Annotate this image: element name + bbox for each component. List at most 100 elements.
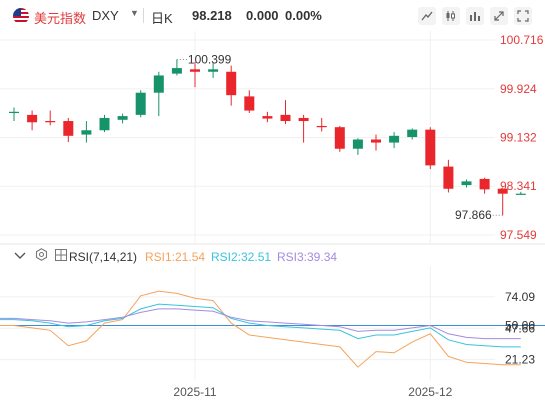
collapse-icon <box>494 11 504 21</box>
us-flag-icon <box>13 8 29 24</box>
candle <box>443 159 454 193</box>
symbol-dropdown-icon[interactable]: ▼ <box>130 8 139 18</box>
price-tick-label: 99.924 <box>500 82 537 96</box>
price-axis: 100.716 99.924 99.132 98.341 97.549 <box>500 33 544 242</box>
candle <box>171 59 182 76</box>
period-selector[interactable]: 日K <box>151 11 173 26</box>
candle <box>99 114 110 133</box>
candle-body <box>515 193 526 195</box>
candle <box>117 113 128 124</box>
candle <box>27 110 38 131</box>
candle <box>45 110 56 126</box>
candle <box>153 71 164 117</box>
time-axis: 2025-11 2025-12 <box>173 385 452 399</box>
candle-body <box>27 114 38 123</box>
candle-body <box>497 188 508 194</box>
rsi-lines <box>0 290 521 368</box>
indicator-settings-button[interactable] <box>466 7 484 25</box>
time-label: 2025-11 <box>173 385 216 399</box>
rsi2-line <box>0 303 521 348</box>
price-tick-label: 100.716 <box>500 33 544 47</box>
instrument-symbol[interactable]: DXY <box>92 8 119 23</box>
candle <box>190 61 200 88</box>
candle <box>425 127 436 170</box>
candle-body <box>389 135 400 143</box>
candles-icon <box>446 11 455 21</box>
candle <box>226 65 237 106</box>
candle <box>352 138 363 155</box>
draw-line-button[interactable] <box>418 7 436 25</box>
candle-body <box>262 116 273 119</box>
rsi3-value: RSI3:39.34 <box>277 250 338 264</box>
price-grid <box>0 31 495 243</box>
minimize-button[interactable] <box>490 7 508 25</box>
rsi-tick-label: 50.00 <box>505 319 535 333</box>
candle-body <box>443 166 454 189</box>
candle-body <box>371 139 381 143</box>
time-label: 2025-12 <box>408 385 452 399</box>
candle <box>280 100 291 125</box>
candle-body <box>298 117 309 122</box>
candle <box>389 132 400 149</box>
indicator-grid-icon[interactable] <box>55 249 67 264</box>
candle <box>497 187 508 216</box>
candle <box>316 117 327 132</box>
price-change-percent: 0.00% <box>285 8 322 23</box>
candle-body <box>244 96 255 111</box>
trend-line-icon <box>421 11 433 21</box>
candle <box>407 128 418 140</box>
indicator-settings-icon[interactable] <box>35 248 48 264</box>
bars-icon <box>470 12 480 21</box>
rsi-grid <box>0 266 545 380</box>
candle-body <box>316 125 327 128</box>
rsi-tick-label: 21.23 <box>505 353 535 367</box>
candle-body <box>280 114 291 122</box>
candle-body <box>208 69 219 72</box>
candle-body <box>190 69 200 72</box>
candle-body <box>352 139 363 149</box>
chart-type-button[interactable] <box>442 7 460 25</box>
candle <box>135 90 146 118</box>
candle-body <box>479 178 490 190</box>
expand-icon <box>517 10 529 22</box>
candle <box>334 125 345 152</box>
candle-body <box>334 127 345 149</box>
price-tick-label: 98.341 <box>500 179 537 193</box>
candle <box>244 90 255 114</box>
low-annotation: 97.866 <box>455 208 492 222</box>
candle-body <box>171 68 182 74</box>
candle <box>298 114 309 143</box>
candle-body <box>153 75 164 93</box>
rsi3-line <box>0 308 521 340</box>
candle <box>63 117 74 142</box>
candle <box>208 63 219 78</box>
rsi-tick-label: 74.09 <box>505 290 535 304</box>
candle-body <box>425 129 436 166</box>
candle <box>9 107 19 122</box>
price-change: 0.000 <box>246 8 279 23</box>
candle-body <box>9 111 19 114</box>
candle <box>479 177 490 194</box>
last-price: 98.218 <box>192 8 232 23</box>
candle <box>81 121 92 143</box>
indicator-label[interactable]: RSI(7,14,21) <box>69 250 138 264</box>
rsi-tick-label: 47.66 <box>505 321 535 335</box>
candle-body <box>407 129 418 138</box>
candle-body <box>63 121 74 136</box>
price-annotations: 100.399 97.866 <box>176 52 503 222</box>
rsi1-value: RSI1:21.54 <box>145 250 206 264</box>
candle-body <box>226 71 237 96</box>
header-divider <box>143 8 144 23</box>
collapse-indicator-icon[interactable] <box>14 250 26 264</box>
candle-body <box>135 92 146 115</box>
candle <box>262 111 273 123</box>
high-annotation: 100.399 <box>188 52 232 66</box>
candle-body <box>117 116 128 120</box>
price-tick-label: 97.549 <box>500 228 537 242</box>
fullscreen-button[interactable] <box>514 7 532 25</box>
header-bar: 美元指数 DXY ▼ 日K 98.218 0.000 0.00% <box>0 0 545 31</box>
candle-body <box>45 121 56 123</box>
